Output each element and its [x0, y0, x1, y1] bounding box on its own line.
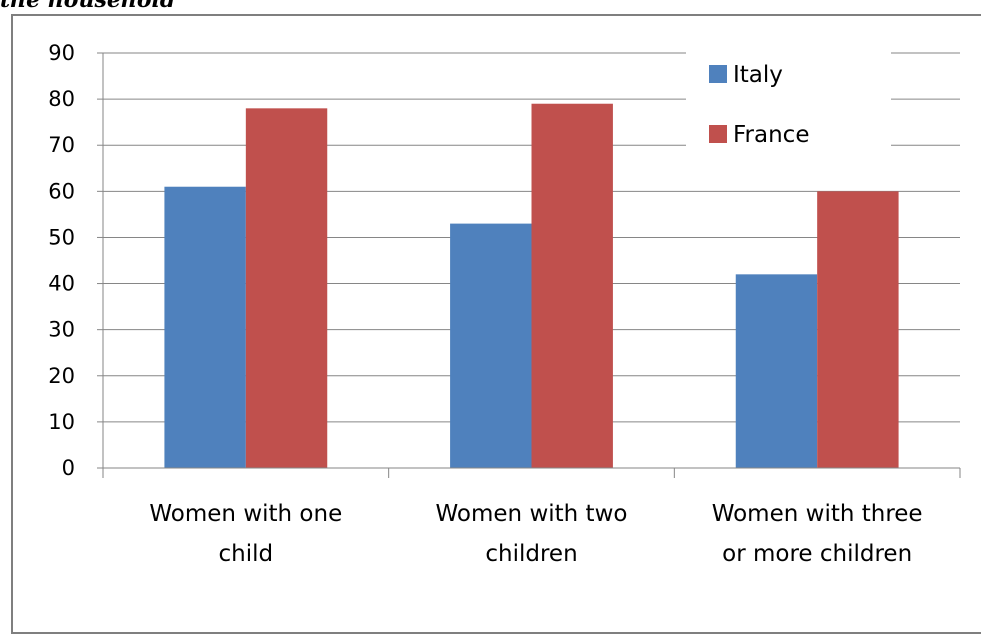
y-tick-label: 90 [48, 41, 75, 65]
x-category-label: children [485, 541, 577, 567]
y-tick-label: 40 [48, 272, 75, 296]
axes [97, 52, 961, 478]
y-tick-label: 60 [48, 179, 75, 203]
y-tick-label: 30 [48, 318, 75, 342]
legend-swatch-italy [709, 65, 727, 83]
y-tick-label: 20 [48, 364, 75, 388]
legend-label-france: France [733, 122, 809, 148]
x-category-label: Women with three [712, 501, 923, 527]
bar-france-1 [245, 108, 328, 468]
bar-france-2 [531, 103, 613, 468]
y-tick-labels: 0 10 20 30 40 50 60 70 80 90 [48, 41, 75, 480]
x-category-label: Women with one [149, 501, 342, 527]
y-tick-label: 10 [48, 410, 75, 434]
bar-italy-2 [450, 223, 532, 468]
y-tick-label: 50 [48, 225, 75, 249]
bar-italy-3 [735, 274, 818, 468]
x-category-label: or more children [722, 541, 912, 567]
y-tick-label: 0 [62, 456, 75, 480]
x-category-label: Women with two [436, 501, 628, 527]
x-category-label: child [219, 541, 274, 567]
bars [164, 103, 899, 469]
x-category-labels: Women with one child Women with two childre… [149, 501, 922, 567]
y-tick-label: 70 [48, 133, 75, 157]
y-tick-label: 80 [48, 87, 75, 111]
legend-label-italy: Italy [733, 62, 783, 88]
bar-italy-1 [164, 186, 246, 468]
legend: Italy France [686, 48, 891, 158]
legend-swatch-france [709, 125, 727, 143]
page-caption: the household [0, 0, 176, 13]
bar-france-3 [817, 191, 899, 469]
